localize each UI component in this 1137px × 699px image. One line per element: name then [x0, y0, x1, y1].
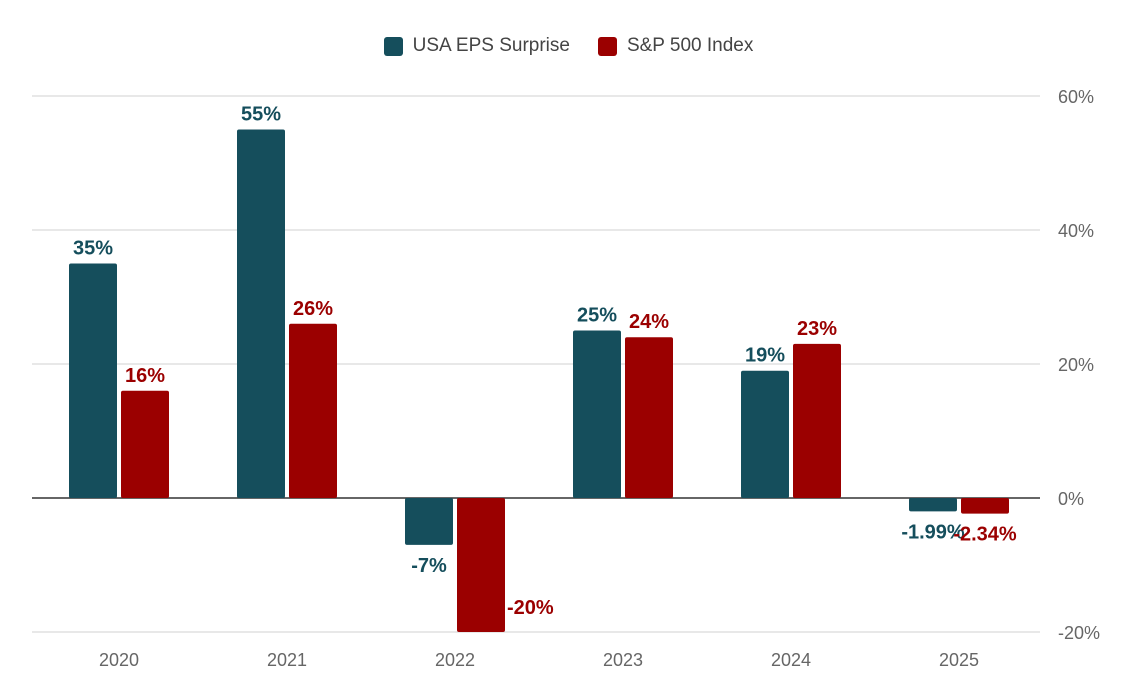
legend-swatch-series-1: [383, 36, 403, 56]
legend-label-series-1: USA EPS Surprise: [412, 35, 570, 56]
bar-2-2023: [625, 337, 673, 498]
bar-1-2022: [405, 498, 453, 545]
bar-1-2023: [573, 330, 621, 498]
x-tick-label-2: 2022: [435, 650, 475, 670]
legend-item-series-2: S&P 500 Index: [597, 35, 754, 57]
bar-2-2025: [961, 498, 1009, 514]
data-label-1-2024: 19%: [745, 345, 785, 367]
bar-2-2021: [289, 323, 337, 498]
data-label-2-2024: 23%: [797, 318, 837, 340]
data-label-2-2025: -2.34%: [953, 524, 1017, 546]
bar-1-2021: [237, 129, 285, 498]
data-label-1-2021: 55%: [241, 104, 281, 126]
bar-2-2020: [121, 390, 169, 498]
data-label-1-2022: -7%: [411, 555, 447, 577]
data-label-1-2025: -1.99%: [901, 521, 965, 543]
legend-label-series-2: S&P 500 Index: [626, 35, 754, 56]
x-tick-label-1: 2021: [267, 650, 307, 670]
bar-1-2020: [69, 263, 117, 498]
bar-1-2025: [909, 498, 957, 512]
x-tick-label-4: 2024: [771, 650, 811, 670]
legend-swatch-series-2: [597, 36, 617, 56]
data-label-1-2023: 25%: [577, 305, 617, 327]
data-label-2-2020: 16%: [125, 365, 165, 387]
bar-1-2024: [741, 370, 789, 498]
data-label-2-2021: 26%: [293, 298, 333, 320]
y-tick-label-0: 60%: [1058, 87, 1094, 107]
x-tick-label-0: 2020: [99, 650, 139, 670]
data-label-1-2020: 35%: [73, 238, 113, 260]
y-tick-label-1: 40%: [1058, 221, 1094, 241]
x-tick-label-5: 2025: [939, 650, 979, 670]
y-tick-label-4: -20%: [1058, 623, 1100, 643]
y-tick-label-2: 20%: [1058, 355, 1094, 375]
data-label-2-2023: 24%: [629, 311, 669, 333]
bar-2-2024: [793, 343, 841, 498]
x-tick-label-3: 2023: [603, 650, 643, 670]
bar-2-2022: [457, 498, 505, 632]
y-tick-label-3: 0%: [1058, 489, 1084, 509]
legend: USA EPS Surprise S&P 500 Index: [0, 35, 1137, 57]
data-label-2-2022: -20%: [507, 597, 554, 619]
legend-item-series-1: USA EPS Surprise: [383, 35, 570, 57]
